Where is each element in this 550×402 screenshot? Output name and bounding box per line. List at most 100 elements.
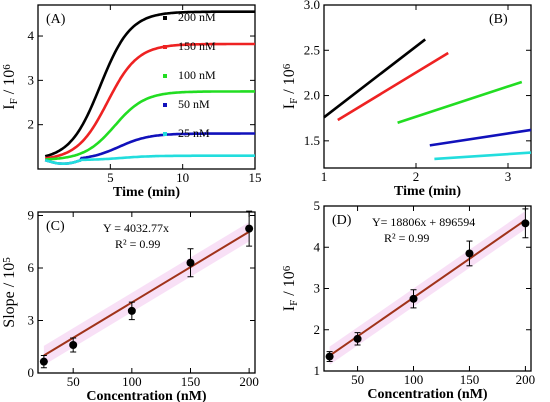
series-line-4 — [434, 151, 532, 161]
plot-frame — [37, 4, 256, 170]
y-axis-label-base: I — [281, 104, 298, 109]
series-line-200-nM — [44, 10, 255, 158]
fit-r-squared: R² = 0.99 — [384, 231, 429, 245]
panel-label: (B) — [489, 12, 508, 27]
legend-marker — [163, 103, 167, 107]
series-line-50-nM — [44, 132, 255, 165]
panel-label: (D) — [332, 213, 352, 228]
y-tick-label: 3.0 — [304, 0, 320, 12]
x-tick-label: 10 — [176, 170, 189, 185]
y-axis-label-mid: / 10 — [1, 263, 18, 291]
data-point — [325, 352, 334, 361]
y-axis-label-sub: F — [8, 98, 20, 104]
panel-label: (A) — [46, 12, 66, 27]
x-axis-label: Time (min) — [113, 185, 180, 200]
fit-line — [329, 219, 526, 357]
data-point — [69, 341, 78, 349]
data-point — [409, 294, 418, 303]
x-tick-label: 100 — [404, 372, 424, 387]
legend-marker — [163, 16, 167, 20]
plot-frame — [323, 4, 532, 169]
y-axis-label: Slope / 105 — [1, 257, 18, 328]
y-axis-label: IF / 106 — [281, 63, 300, 109]
data-point — [186, 258, 195, 267]
y-tick-label: 4 — [314, 239, 321, 254]
y-tick-label: 3 — [314, 281, 321, 296]
x-tick-label: 50 — [67, 374, 80, 389]
series-line-2 — [397, 80, 523, 124]
x-axis-label: Time (min) — [394, 184, 461, 199]
y-axis-label-sup: 5 — [1, 257, 13, 263]
data-point — [245, 224, 254, 233]
x-tick-label: 1 — [321, 169, 328, 184]
y-axis-label: IF / 106 — [281, 265, 300, 311]
x-tick-label: 2 — [413, 169, 420, 184]
panel-1: 5 10 15 2 3 4 Time (min) IF / 106 (A) 200 nM 150 n… — [1, 4, 262, 200]
y-tick-label: 1 — [314, 363, 321, 378]
fit-equation: Y = 4032.77x — [103, 221, 169, 235]
y-axis-label-base: I — [1, 104, 18, 109]
data-point — [521, 219, 530, 228]
y-axis-label-base: I — [281, 306, 298, 311]
y-axis-label-mid: / 10 — [281, 69, 298, 97]
x-tick-label: 100 — [122, 374, 142, 389]
panel-label: (C) — [46, 219, 65, 234]
panel-3: 50 100 150 200 0 3 6 9 Concentration (nM) Slope /… — [1, 208, 259, 402]
legend-entry: 25 nM — [178, 126, 210, 140]
y-axis-label: IF / 106 — [1, 64, 20, 110]
x-tick-label: 15 — [249, 170, 262, 185]
data-point — [465, 249, 474, 258]
fit-r-squared: R² = 0.99 — [115, 237, 160, 251]
series-line-100-nM — [45, 90, 255, 161]
x-axis-label: Concentration (nM) — [86, 389, 206, 402]
y-tick-label: 9 — [28, 208, 35, 223]
x-tick-label: 3 — [505, 169, 512, 184]
x-axis-label: Concentration (nM) — [367, 387, 487, 402]
panel-2: 1 2 3 1.5 2.0 2.5 3.0 Time (min) IF / 106 (B) — [281, 0, 532, 199]
y-tick-label: 6 — [28, 260, 35, 275]
y-axis-label-base: Slope — [1, 291, 18, 327]
fit-equation: Y= 18806x + 896594 — [372, 215, 475, 229]
y-axis-label-sup: 6 — [281, 63, 293, 69]
x-tick-label: 200 — [516, 372, 536, 387]
legend-entry: 50 nM — [178, 97, 210, 111]
fit-line — [43, 230, 250, 357]
y-tick-label: 2 — [28, 117, 35, 132]
y-tick-label: 2.0 — [304, 88, 320, 103]
y-tick-label: 3 — [28, 313, 35, 328]
x-tick-label: 5 — [107, 170, 114, 185]
y-tick-label: 5 — [314, 198, 321, 213]
data-point — [353, 334, 362, 343]
y-axis-label-sub: F — [288, 98, 300, 104]
data-point — [127, 306, 136, 315]
x-tick-label: 200 — [239, 374, 259, 389]
x-tick-label: 50 — [351, 372, 364, 387]
y-axis-label-sup: 6 — [1, 64, 13, 70]
y-axis-label-mid: / 10 — [281, 271, 298, 299]
x-tick-label: 150 — [460, 372, 480, 387]
legend-entry: 100 nM — [178, 68, 216, 82]
y-axis-label-mid: / 10 — [1, 70, 18, 98]
y-tick-label: 3 — [28, 72, 35, 87]
series-line-3 — [429, 128, 532, 147]
plot-frame — [37, 211, 256, 374]
series-line-150-nM — [45, 42, 255, 160]
legend-entry: 150 nM — [178, 39, 216, 53]
y-axis-label-sub: F — [288, 300, 300, 306]
y-tick-label: 1.5 — [304, 133, 320, 148]
legend-marker — [163, 45, 167, 49]
legend-entry: 200 nM — [178, 10, 216, 24]
series-line-1 — [337, 51, 449, 122]
y-tick-label: 4 — [28, 28, 35, 43]
y-tick-label: 2 — [314, 322, 321, 337]
data-point — [39, 357, 48, 366]
y-tick-label: 0 — [28, 365, 35, 380]
legend-marker — [163, 132, 167, 136]
legend-marker — [163, 74, 167, 78]
x-tick-label: 150 — [181, 374, 201, 389]
series-line-25-nM — [44, 154, 255, 165]
series-line-0 — [323, 38, 426, 119]
y-tick-label: 2.5 — [304, 42, 320, 57]
panel-4: 50 100 150 200 1 2 3 4 5 Concentration (nM) IF / 1… — [281, 198, 536, 402]
